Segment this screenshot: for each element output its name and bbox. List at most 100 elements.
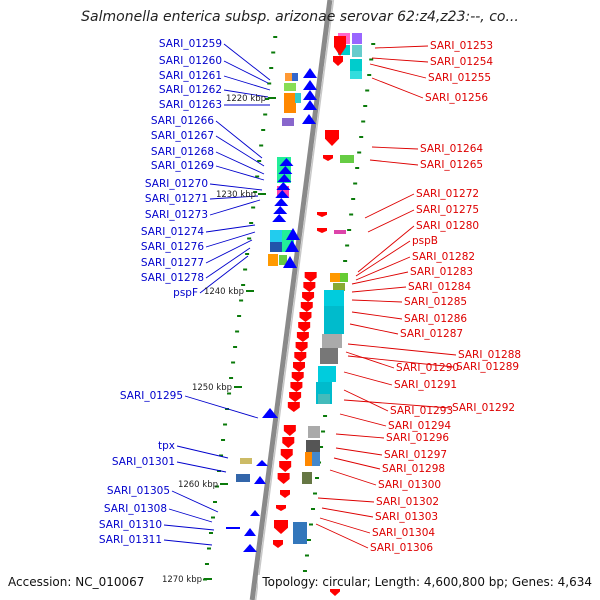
left-gene-label: SARI_01269: [151, 160, 214, 172]
right-label-leader: [329, 469, 377, 486]
feature-box: [324, 306, 344, 334]
position-ticks: 1220 kbp 1230 kbp 1240 kbp 1250 kbp 1260 kbp…: [162, 94, 276, 585]
feature-box: [293, 522, 307, 544]
plus-strand-gene-arrow: [303, 282, 316, 292]
minus-strand-gene-arrow: [273, 206, 288, 214]
right-gene-label: SARI_01292: [452, 402, 515, 414]
left-gene-label: SARI_01268: [151, 146, 214, 158]
topology-text: Topology: circular; Length: 4,600,800 bp…: [258, 575, 592, 589]
track-dot: [323, 415, 328, 417]
right-gene-label: SARI_01287: [400, 328, 463, 340]
right-gene-label: SARI_01289: [456, 361, 519, 373]
track-dot: [215, 485, 220, 488]
right-gene-label: SARI_01306: [370, 542, 433, 554]
plus-strand-gene-arrow: [277, 473, 290, 484]
left-label-leader: [209, 195, 259, 200]
right-label-leader: [333, 457, 381, 470]
left-gene-label: SARI_01263: [159, 99, 222, 111]
plus-strand-gene-arrow: [317, 212, 327, 217]
minus-strand-gene-arrow: [283, 256, 297, 268]
track-dot: [210, 516, 215, 519]
feature-box: [308, 426, 320, 438]
plus-strand-gene-arrow: [276, 505, 286, 511]
feature-box: [324, 290, 344, 306]
right-gene-label: SARI_01291: [394, 379, 457, 391]
track-dot: [206, 547, 211, 550]
track-dot: [302, 570, 307, 572]
track-dot: [263, 113, 268, 116]
track-dot: [265, 98, 270, 100]
minus-strand-gene-arrow: [272, 214, 287, 222]
track-dot: [247, 237, 252, 240]
right-gene-label: SARI_01265: [420, 159, 483, 171]
left-label-leader: [199, 255, 249, 294]
right-gene-label: SARI_01283: [410, 266, 473, 278]
track-dot: [249, 222, 254, 224]
right-gene-label: SARI_01297: [384, 449, 447, 461]
left-gene-label: SARI_01311: [99, 534, 162, 546]
right-label-leader: [374, 45, 429, 49]
right-label-leader: [335, 433, 385, 439]
minus-strand-gene-arrow: [250, 510, 260, 516]
track-dot: [241, 284, 246, 286]
right-label-leader: [351, 286, 407, 293]
right-label-leader: [345, 351, 395, 369]
tick-mark: [204, 578, 212, 580]
plus-strand-gene-arrow: [300, 302, 313, 312]
track-dot: [359, 136, 364, 138]
track-dot: [269, 67, 274, 69]
right-gene-label: SARI_01294: [388, 420, 451, 432]
minus-strand-gene-bar: [226, 527, 240, 529]
right-gene-label: SARI_01264: [420, 143, 483, 155]
left-label-leader: [163, 524, 215, 531]
right-label-leader: [315, 523, 369, 549]
left-label-leader: [215, 135, 265, 167]
plus-strand-gene-arrow: [334, 36, 346, 56]
plus-strand-gene-arrow: [302, 292, 315, 302]
feature-box: [322, 334, 342, 348]
plus-strand-gene-arrow: [291, 372, 304, 382]
left-gene-label: SARI_01267: [151, 130, 214, 142]
left-gene-label: SARI_01276: [141, 241, 204, 253]
track-dot: [221, 439, 226, 441]
track-dot: [233, 346, 238, 348]
right-gene-label: SARI_01280: [416, 220, 479, 232]
right-label-leader: [357, 225, 415, 273]
tick-label: 1250 kbp: [192, 383, 232, 393]
track-dot: [367, 74, 372, 76]
right-gene-label: SARI_01300: [378, 479, 441, 491]
left-label-leader: [223, 60, 269, 84]
minus-strand-gene-arrow: [244, 528, 256, 536]
plus-strand-gene-arrow: [317, 228, 327, 233]
minus-strand-gene-arrow: [303, 80, 317, 90]
plus-strand-gene-arrow: [333, 56, 343, 66]
left-label-leader: [163, 539, 213, 546]
track-dot: [213, 501, 218, 503]
left-gene-label: SARI_01295: [120, 390, 183, 402]
feature-box: [284, 83, 296, 91]
right-label-leader: [335, 447, 383, 456]
left-gene-label: pspF: [173, 287, 198, 299]
tick-mark: [246, 290, 254, 292]
feature-box: [330, 273, 340, 282]
right-label-leader: [347, 343, 457, 356]
left-gene-label: SARI_01266: [151, 115, 214, 127]
right-label-leader: [349, 323, 399, 335]
tick-mark: [220, 483, 228, 485]
track-dot: [319, 446, 324, 448]
feature-box: [350, 59, 362, 71]
track-dot: [363, 105, 368, 107]
feature-box: [302, 472, 312, 484]
minus-strand-gene-arrow: [256, 460, 268, 466]
left-gene-label: SARI_01277: [141, 257, 204, 269]
right-label-leader: [371, 57, 429, 63]
right-gene-label: SARI_01293: [390, 405, 453, 417]
left-label-leader: [205, 239, 253, 264]
right-label-leader: [343, 389, 389, 412]
right-gene-label: SARI_01303: [375, 511, 438, 523]
minus-strand-gene-arrow: [303, 100, 317, 110]
track-dot: [204, 563, 209, 565]
right-label-leader: [371, 77, 424, 99]
track-dot: [267, 82, 272, 85]
feature-box: [318, 394, 330, 404]
